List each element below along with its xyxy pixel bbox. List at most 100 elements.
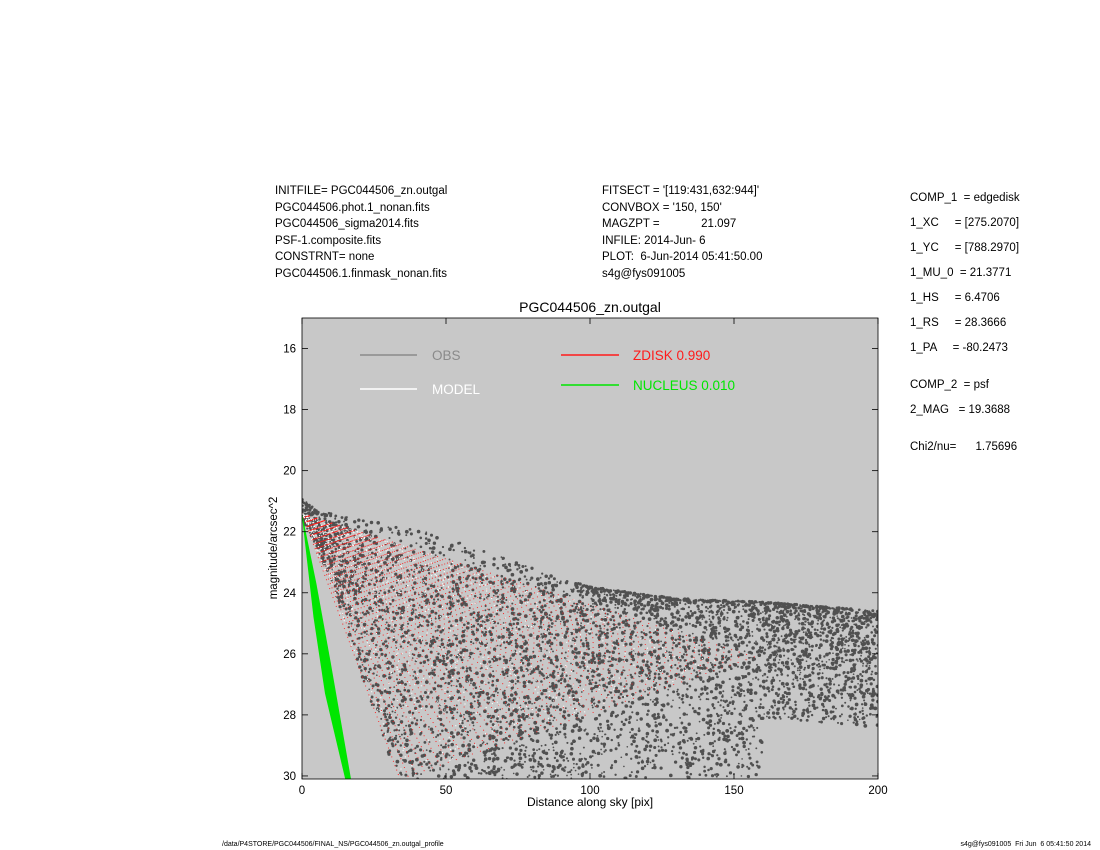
obs-point [581,656,586,660]
obs-point [748,634,751,638]
obs-point [853,696,857,700]
obs-point [539,589,543,593]
obs-point [428,547,432,550]
obs-point [794,700,797,704]
obs-point [758,705,762,710]
obs-point [628,715,632,719]
obs-point [483,753,487,757]
obs-point [337,596,341,600]
obs-point [732,747,736,752]
obs-point [430,550,435,554]
obs-point [536,765,540,768]
obs-point [847,639,850,643]
obs-point [380,652,384,656]
obs-point [765,665,768,667]
obs-point [387,752,391,756]
obs-point [799,677,802,680]
obs-point [585,607,589,612]
obs-point [347,626,350,629]
obs-point [570,773,573,776]
obs-point [437,617,441,620]
obs-point [704,599,708,603]
obs-point [530,576,534,580]
obs-point [647,709,650,713]
obs-point [488,737,492,741]
obs-point [626,745,629,748]
obs-point [839,640,844,644]
obs-point [746,765,749,768]
obs-point [400,680,403,683]
obs-point [754,772,758,777]
obs-point [747,767,751,770]
obs-point [727,639,730,642]
obs-point [727,650,731,654]
obs-point [510,582,514,586]
obs-point [770,640,772,643]
obs-point [424,541,428,545]
obs-point [307,512,310,515]
obs-point [656,639,660,644]
obs-point [645,594,649,598]
obs-point [466,574,471,578]
obs-point [625,752,628,756]
obs-point [833,715,835,718]
obs-point [654,724,658,728]
obs-point [775,711,780,716]
obs-point [594,601,597,604]
obs-point [707,651,711,656]
obs-point [866,692,869,695]
obs-point [510,752,515,756]
obs-point [760,636,764,640]
obs-point [817,662,821,666]
obs-point [682,751,686,755]
obs-point [467,577,469,579]
obs-point [456,644,459,647]
obs-point [434,617,437,620]
obs-point [521,635,526,639]
obs-point [598,624,602,628]
obs-point [574,769,577,772]
obs-point [388,713,392,716]
obs-point [817,666,820,668]
obs-point [609,593,612,597]
obs-point [648,609,652,613]
obs-point [736,665,739,668]
obs-point [678,625,683,629]
obs-point [669,597,673,601]
obs-point [665,626,668,630]
obs-point [653,617,656,620]
obs-point [499,731,503,735]
obs-point [430,547,434,550]
obs-point [570,746,574,751]
obs-point [611,597,615,601]
obs-point [461,728,465,733]
obs-point [795,617,797,619]
obs-point [723,734,727,738]
obs-point [305,504,310,508]
obs-point [485,618,489,622]
obs-point [350,622,353,625]
obs-point [809,635,812,639]
obs-point [405,738,409,743]
obs-point [384,715,388,719]
obs-point [557,671,559,674]
obs-point [374,682,378,687]
obs-point [745,644,749,647]
obs-point [362,622,367,627]
obs-point [322,556,325,559]
obs-point [488,660,492,664]
obs-point [851,631,855,635]
obs-point [589,605,592,608]
obs-point [602,706,606,709]
obs-point [606,628,609,632]
obs-point [716,675,719,679]
obs-point [846,671,850,675]
obs-point [858,710,862,714]
obs-point [817,659,820,662]
obs-point [347,603,350,606]
obs-point [710,754,715,758]
obs-point [623,601,627,605]
obs-point [461,754,464,758]
obs-point [370,695,374,699]
obs-point [776,653,779,656]
